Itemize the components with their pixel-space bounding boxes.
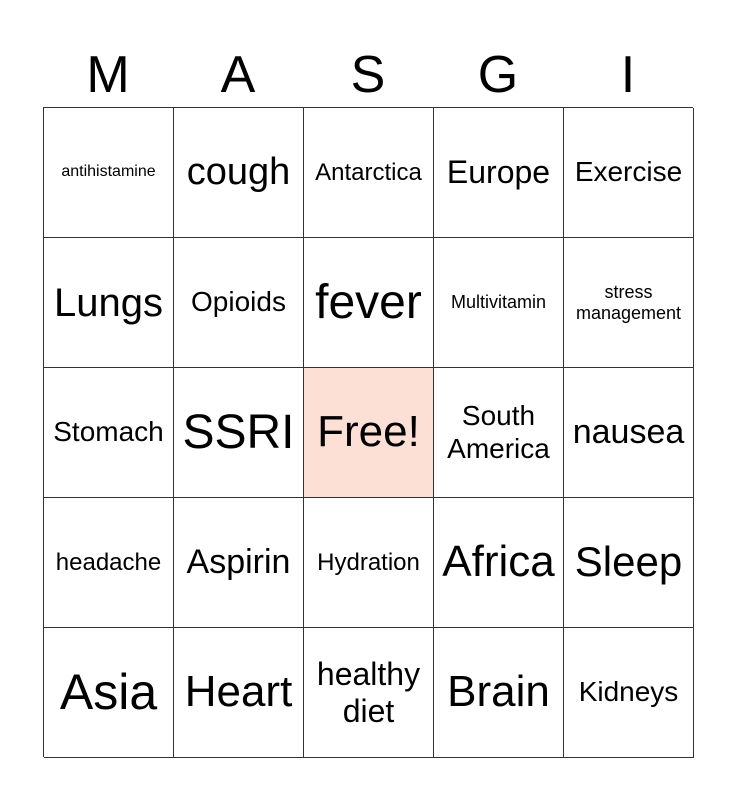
bingo-cell[interactable]: South America [434,368,564,498]
bingo-cell[interactable]: SSRI [174,368,304,498]
header-letter: A [220,46,256,104]
bingo-grid: antihistamine cough Antarctica Europe Exerci… [43,107,694,758]
header-letter: G [477,46,519,104]
bingo-cell[interactable]: Asia [44,628,174,758]
bingo-cell[interactable]: Stomach [44,368,174,498]
bingo-cell[interactable]: Aspirin [174,498,304,628]
bingo-cell[interactable]: Europe [434,108,564,238]
header-letter: I [620,46,636,104]
bingo-cell[interactable]: fever [304,238,434,368]
bingo-cell[interactable]: Opioids [174,238,304,368]
bingo-cell[interactable]: Lungs [44,238,174,368]
bingo-cell[interactable]: Sleep [564,498,694,628]
header-letter: S [350,46,386,104]
bingo-cell[interactable]: cough [174,108,304,238]
bingo-cell[interactable]: antihistamine [44,108,174,238]
bingo-cell[interactable]: headache [44,498,174,628]
free-cell[interactable]: Free! [304,368,434,498]
bingo-cell[interactable]: healthy diet [304,628,434,758]
bingo-cell[interactable]: Heart [174,628,304,758]
bingo-cell[interactable]: Hydration [304,498,434,628]
bingo-cell[interactable]: Africa [434,498,564,628]
bingo-cell[interactable]: Brain [434,628,564,758]
bingo-cell[interactable]: Antarctica [304,108,434,238]
bingo-cell[interactable]: Kidneys [564,628,694,758]
bingo-cell[interactable]: Exercise [564,108,694,238]
bingo-cell[interactable]: stress management [564,238,694,368]
header-letter: M [86,46,130,104]
bingo-header: M A S G I [43,44,693,106]
bingo-cell[interactable]: Multivitamin [434,238,564,368]
bingo-cell[interactable]: nausea [564,368,694,498]
